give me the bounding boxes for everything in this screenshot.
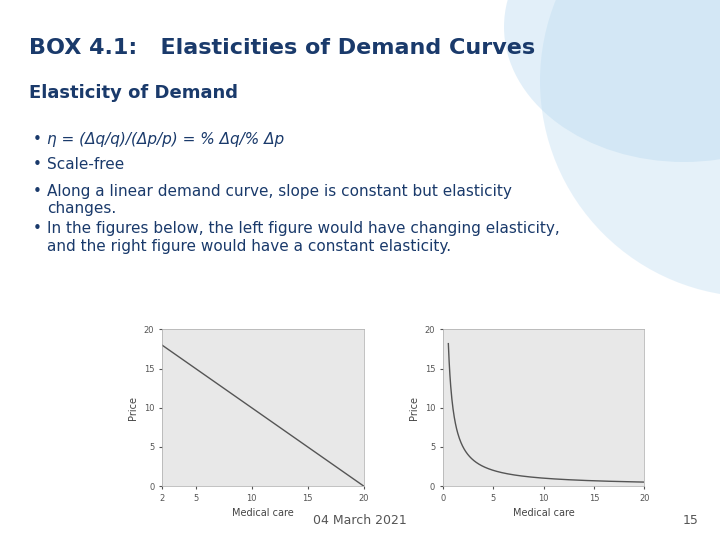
Text: Elasticity of Demand: Elasticity of Demand: [29, 84, 238, 102]
Text: •: •: [32, 184, 41, 199]
Text: Along a linear demand curve, slope is constant but elasticity
changes.: Along a linear demand curve, slope is co…: [47, 184, 512, 216]
Y-axis label: Price: Price: [128, 396, 138, 420]
Ellipse shape: [504, 0, 720, 162]
Text: •: •: [32, 157, 41, 172]
Ellipse shape: [540, 0, 720, 297]
Y-axis label: Price: Price: [409, 396, 419, 420]
Text: 04 March 2021: 04 March 2021: [313, 514, 407, 526]
Text: η = (Δq/q)/(Δp/p) = % Δq/% Δp: η = (Δq/q)/(Δp/p) = % Δq/% Δp: [47, 132, 284, 147]
Text: In the figures below, the left figure would have changing elasticity,
and the ri: In the figures below, the left figure wo…: [47, 221, 559, 254]
Text: Scale-free: Scale-free: [47, 157, 124, 172]
Text: •: •: [32, 132, 41, 147]
Text: 15: 15: [683, 514, 698, 526]
Text: •: •: [32, 221, 41, 237]
Text: BOX 4.1:   Elasticities of Demand Curves: BOX 4.1: Elasticities of Demand Curves: [29, 38, 535, 58]
X-axis label: Medical care: Medical care: [232, 508, 294, 518]
X-axis label: Medical care: Medical care: [513, 508, 575, 518]
